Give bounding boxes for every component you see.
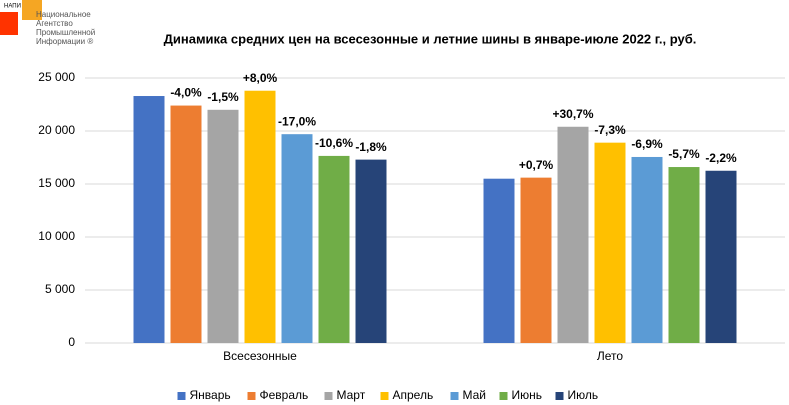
- value-annotation: -17,0%: [278, 114, 316, 128]
- legend-swatch: [499, 392, 508, 400]
- legend-swatch: [450, 392, 459, 400]
- value-annotation: -6,9%: [631, 137, 663, 151]
- value-annotation: -1,8%: [355, 140, 387, 154]
- value-annotation: +0,7%: [519, 158, 554, 172]
- y-tick-label: 15 000: [38, 176, 75, 190]
- logo-red: [0, 12, 18, 35]
- logo-line: Национальное: [36, 10, 91, 19]
- y-tick-label: 5 000: [45, 282, 75, 296]
- bar: [520, 177, 552, 343]
- legend-label: Июнь: [512, 388, 543, 402]
- y-tick-label: 20 000: [38, 123, 75, 137]
- bar: [668, 167, 700, 343]
- y-tick-label: 25 000: [38, 70, 75, 84]
- bar: [631, 156, 663, 343]
- bar: [133, 96, 165, 344]
- logo-line: Агентство: [36, 19, 73, 28]
- legend-label: Июль: [568, 388, 599, 402]
- bar: [483, 178, 515, 343]
- legend-swatch: [177, 392, 186, 400]
- logo-short: НАПИ: [4, 4, 21, 10]
- x-tick-label: Всесезонные: [223, 349, 297, 363]
- value-annotation: -5,7%: [668, 147, 700, 161]
- logo-orange: [22, 0, 42, 20]
- bar: [594, 142, 626, 343]
- legend-swatch: [380, 392, 389, 400]
- bar: [244, 90, 276, 343]
- chart-title: Динамика средних цен на всесезонные и ле…: [164, 31, 697, 46]
- bar: [281, 134, 313, 343]
- logo-line: Информации ®: [36, 37, 93, 46]
- bar: [170, 105, 202, 343]
- bar: [207, 109, 239, 343]
- legend-label: Май: [463, 388, 487, 402]
- value-annotation: -4,0%: [170, 86, 202, 100]
- x-tick-label: Лето: [597, 349, 624, 363]
- legend-swatch: [324, 392, 333, 400]
- value-annotation: -2,2%: [705, 151, 737, 165]
- bar: [705, 170, 737, 343]
- y-tick-label: 10 000: [38, 229, 75, 243]
- value-annotation: -1,5%: [207, 90, 239, 104]
- value-annotation: +8,0%: [243, 71, 278, 85]
- legend-swatch: [555, 392, 564, 400]
- legend-swatch: [247, 392, 256, 400]
- legend-label: Апрель: [393, 388, 434, 402]
- bar: [557, 126, 589, 343]
- logo-line: Промышленной: [36, 28, 95, 37]
- value-annotation: -10,6%: [315, 136, 353, 150]
- y-tick-label: 0: [68, 335, 75, 349]
- legend-label: Январь: [190, 388, 231, 402]
- value-annotation: +30,7%: [552, 107, 593, 121]
- legend-label: Март: [337, 388, 366, 402]
- value-annotation: -7,3%: [594, 123, 626, 137]
- bar: [355, 159, 387, 343]
- bar: [318, 155, 350, 343]
- legend-label: Февраль: [260, 388, 309, 402]
